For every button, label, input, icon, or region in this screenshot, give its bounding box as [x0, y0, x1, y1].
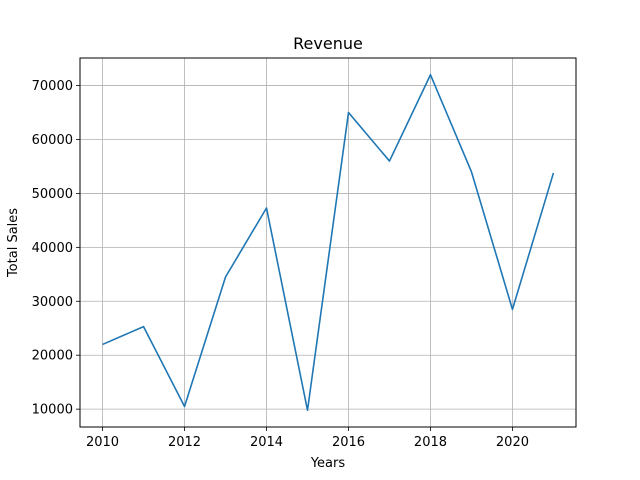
x-tick-label: 2016	[332, 435, 365, 450]
x-tick-label: 2018	[414, 435, 447, 450]
y-tick-label: 10000	[32, 403, 73, 418]
x-tick-label: 2020	[496, 435, 529, 450]
x-tick-label: 2014	[250, 435, 283, 450]
y-tick-label: 70000	[32, 79, 73, 94]
series-layer	[102, 73, 555, 412]
y-axis-ticks: 10000 20000 30000 40000 50000 60000 70000	[32, 79, 80, 418]
chart-title: Revenue	[293, 34, 363, 53]
y-tick-label: 50000	[32, 187, 73, 202]
x-tick-label: 2010	[86, 435, 119, 450]
y-tick-label: 40000	[32, 241, 73, 256]
series-line	[102, 73, 555, 412]
y-tick-label: 20000	[32, 349, 73, 364]
x-axis-label: Years	[310, 456, 346, 471]
x-tick-label: 2012	[168, 435, 201, 450]
y-tick-label: 30000	[32, 295, 73, 310]
y-axis-label: Total Sales	[6, 208, 21, 278]
y-tick-label: 60000	[32, 133, 73, 148]
plot-frame	[79, 57, 577, 428]
x-axis-ticks: 2010 2012 2014 2016 2018 2020	[86, 427, 529, 450]
